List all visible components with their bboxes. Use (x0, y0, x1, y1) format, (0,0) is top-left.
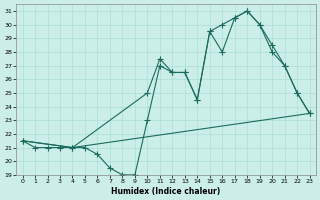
X-axis label: Humidex (Indice chaleur): Humidex (Indice chaleur) (111, 187, 221, 196)
